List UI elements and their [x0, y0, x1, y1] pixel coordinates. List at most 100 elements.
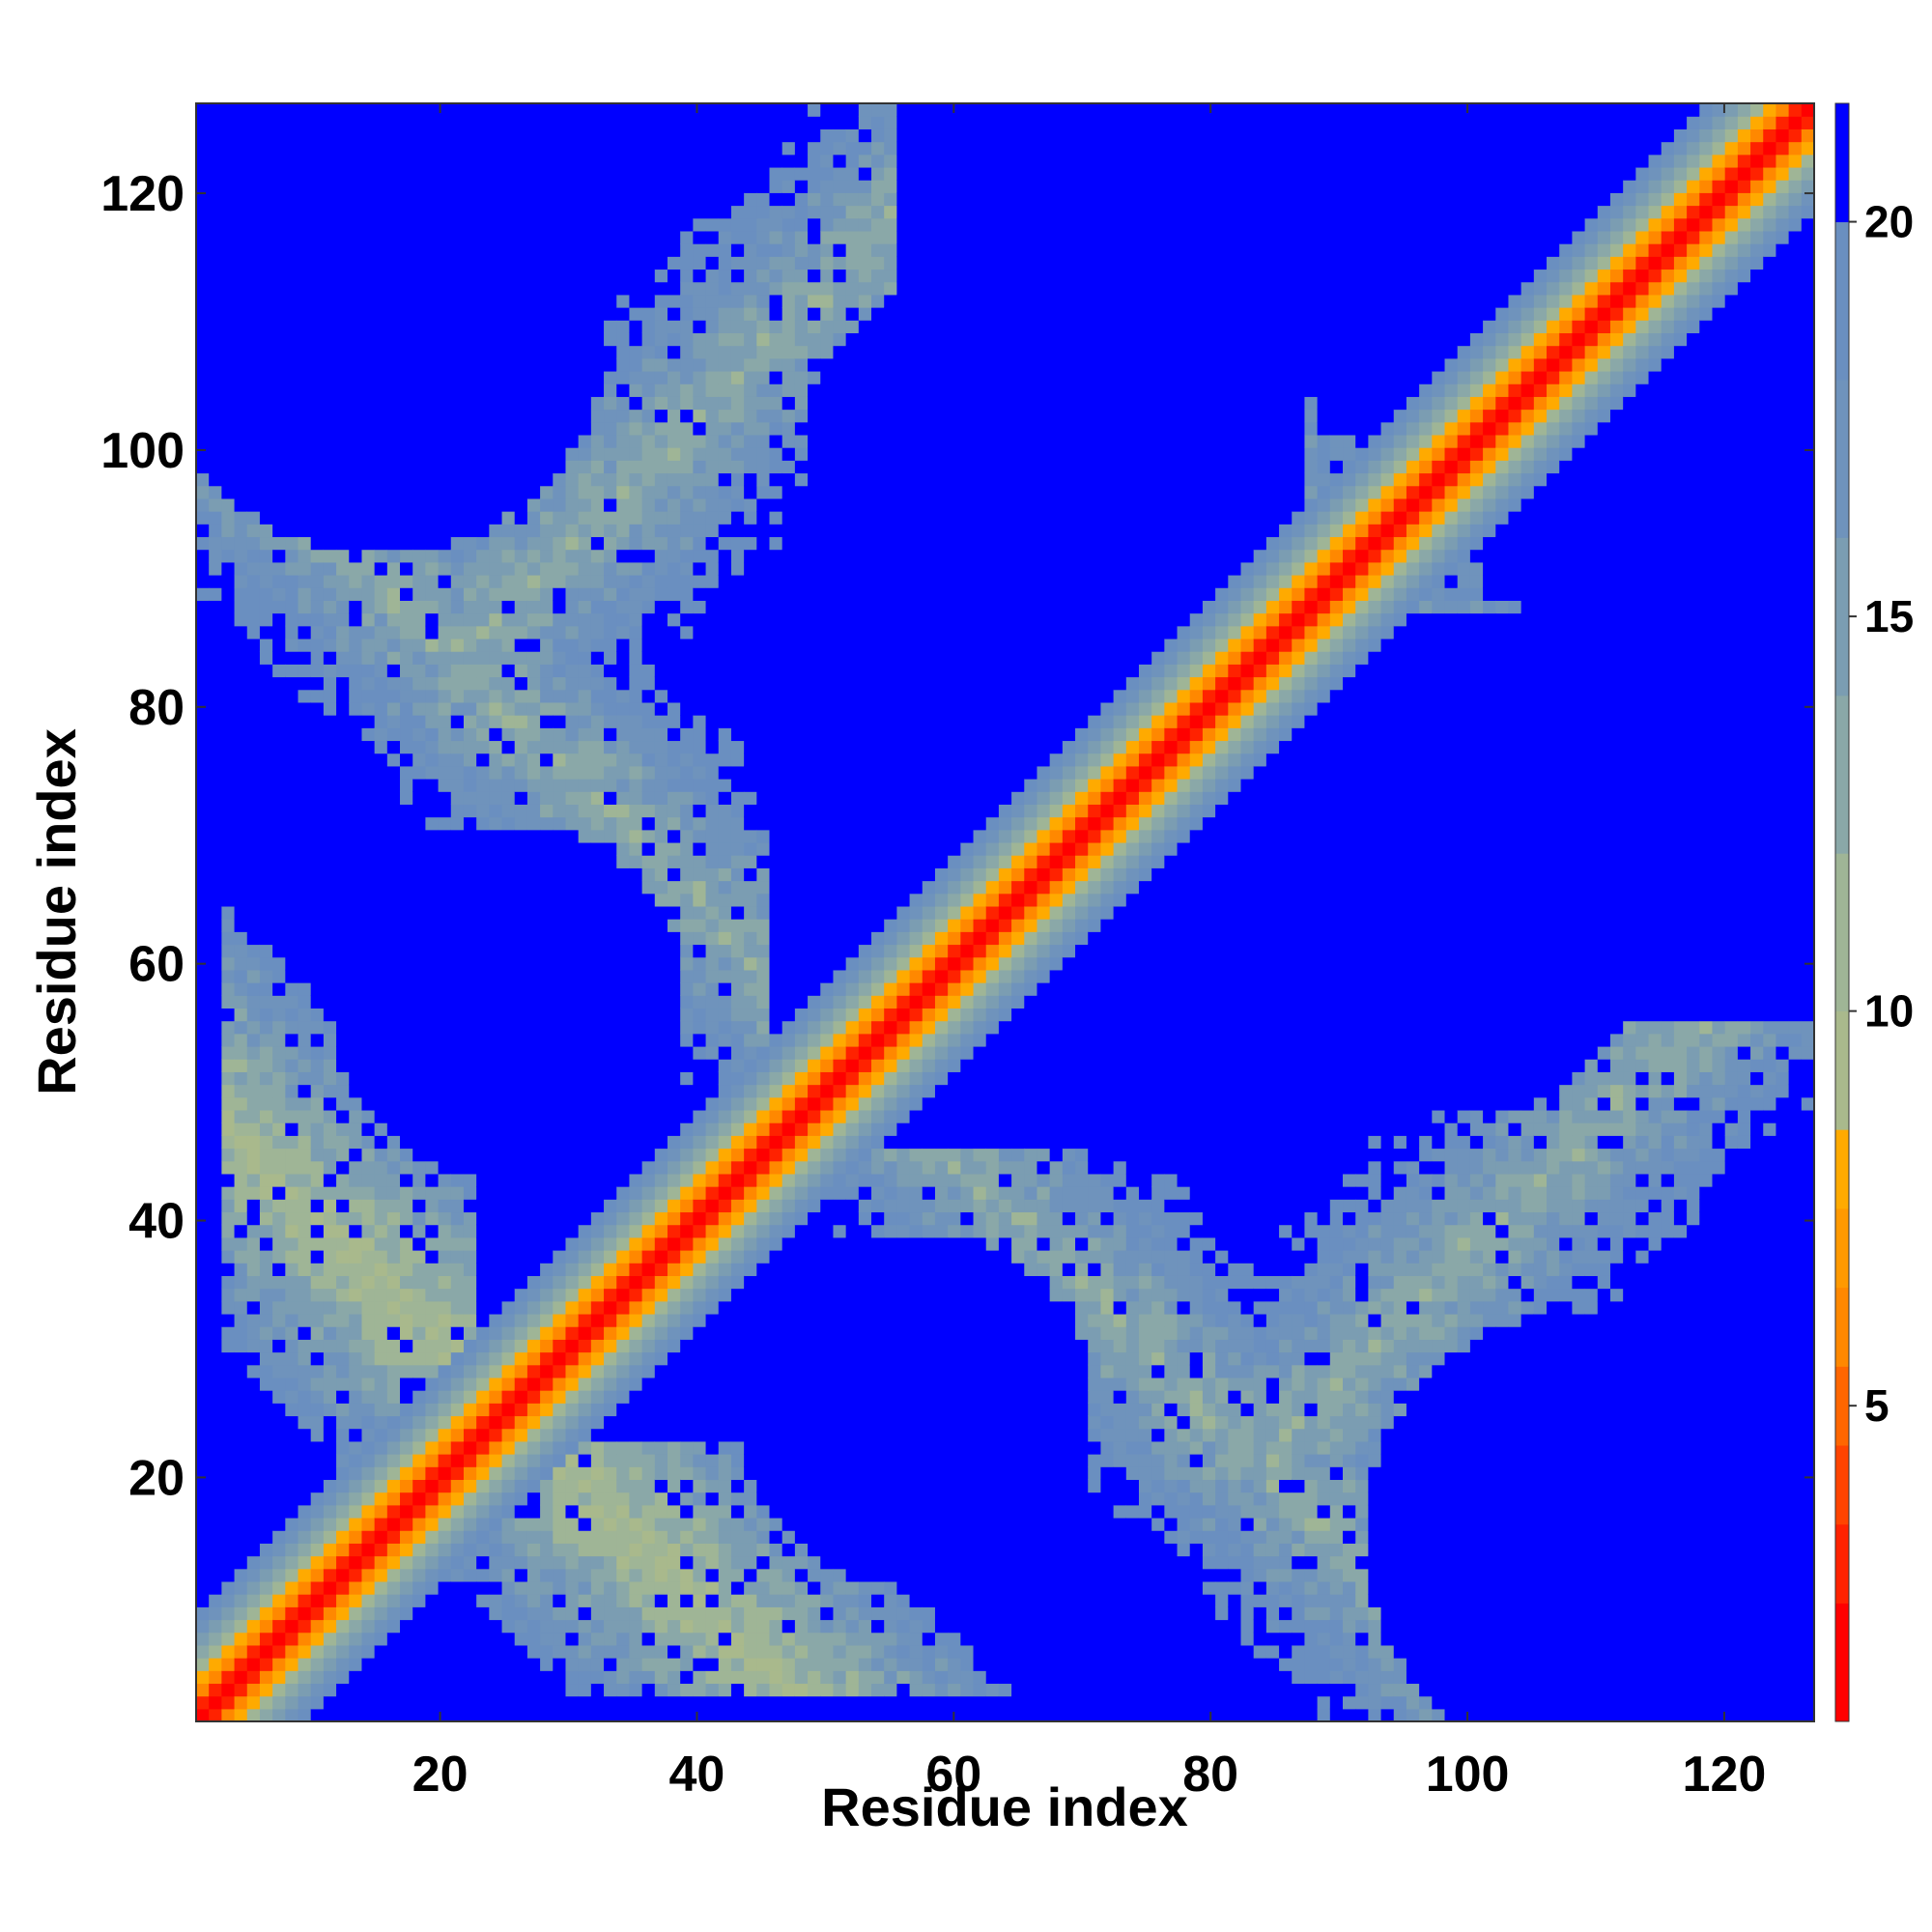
heatmap-cell	[501, 409, 516, 423]
heatmap-cell	[374, 1479, 388, 1493]
heatmap-cell	[361, 192, 376, 207]
heatmap-cell	[463, 1479, 477, 1493]
heatmap-cell	[590, 357, 605, 372]
heatmap-cell	[361, 103, 376, 117]
heatmap-cell	[221, 1033, 236, 1047]
heatmap-cell	[298, 485, 312, 499]
heatmap-cell	[501, 320, 516, 333]
heatmap-cell	[209, 1479, 222, 1493]
heatmap-cell	[438, 1020, 452, 1035]
heatmap-cell	[336, 1109, 350, 1123]
heatmap-cell	[565, 893, 580, 907]
heatmap-cell	[285, 1606, 299, 1621]
heatmap-cell	[526, 1619, 541, 1634]
heatmap-cell	[349, 561, 363, 576]
heatmap-cell	[641, 841, 656, 856]
heatmap-cell	[514, 332, 528, 347]
heatmap-cell	[540, 612, 554, 627]
heatmap-cell	[438, 944, 452, 958]
heatmap-cell	[629, 205, 643, 219]
heatmap-cell	[374, 307, 388, 321]
heatmap-cell	[386, 1071, 401, 1086]
heatmap-cell	[323, 256, 337, 270]
heatmap-cell	[246, 1059, 261, 1072]
heatmap-cell	[272, 587, 286, 601]
heatmap-cell	[476, 880, 490, 895]
heatmap-cell	[604, 1263, 617, 1276]
heatmap-cell	[209, 103, 222, 117]
heatmap-cell	[246, 880, 261, 895]
heatmap-cell	[221, 1224, 236, 1238]
heatmap-cell	[412, 944, 426, 958]
heatmap-cell	[246, 1580, 261, 1595]
heatmap-cell	[450, 676, 465, 691]
heatmap-cell	[272, 1033, 286, 1047]
heatmap-cell	[400, 1084, 413, 1098]
heatmap-cell	[514, 1632, 528, 1646]
heatmap-cell	[246, 625, 261, 639]
heatmap-cell	[565, 1045, 580, 1060]
heatmap-cell	[641, 1033, 656, 1047]
heatmap-cell	[285, 753, 299, 767]
heatmap-cell	[246, 345, 261, 359]
heatmap-cell	[323, 1224, 337, 1238]
heatmap-cell	[667, 1594, 681, 1607]
heatmap-cell	[246, 587, 261, 601]
heatmap-cell	[412, 1313, 426, 1327]
heatmap-cell	[641, 357, 656, 372]
heatmap-cell	[578, 307, 592, 321]
heatmap-cell	[196, 409, 210, 423]
heatmap-cell	[285, 116, 299, 129]
heatmap-cell	[489, 1415, 503, 1430]
heatmap-cell	[285, 205, 299, 219]
heatmap-cell	[514, 1683, 528, 1697]
heatmap-cell	[374, 612, 388, 627]
heatmap-cell	[425, 1224, 440, 1238]
heatmap-cell	[259, 485, 273, 499]
heatmap-cell	[629, 549, 643, 563]
heatmap-cell	[553, 1695, 567, 1710]
heatmap-cell	[412, 166, 426, 181]
heatmap-cell	[553, 919, 567, 932]
heatmap-cell	[629, 1543, 643, 1557]
heatmap-cell	[590, 1619, 605, 1634]
heatmap-cell	[489, 944, 503, 958]
heatmap-cell	[349, 779, 363, 792]
heatmap-cell	[272, 867, 286, 882]
heatmap-cell	[438, 396, 452, 411]
heatmap-cell	[514, 357, 528, 372]
heatmap-cell	[298, 1236, 312, 1251]
heatmap-cell	[540, 307, 554, 321]
heatmap-cell	[578, 1479, 592, 1493]
heatmap-cell	[259, 905, 273, 920]
heatmap-cell	[400, 1670, 413, 1685]
heatmap-cell	[209, 1351, 222, 1366]
heatmap-cell	[246, 294, 261, 308]
heatmap-cell	[565, 715, 580, 728]
heatmap-cell	[349, 421, 363, 436]
heatmap-cell	[400, 1619, 413, 1634]
heatmap-cell	[386, 141, 401, 156]
heatmap-cell	[259, 600, 273, 614]
heatmap-cell	[553, 1580, 567, 1595]
heatmap-cell	[285, 1517, 299, 1531]
heatmap-cell	[386, 1606, 401, 1621]
heatmap-cell	[514, 753, 528, 767]
heatmap-cell	[209, 779, 222, 792]
heatmap-cell	[641, 1390, 656, 1404]
heatmap-cell	[553, 1619, 567, 1634]
heatmap-cell	[654, 1313, 668, 1327]
heatmap-cell	[540, 1683, 554, 1697]
heatmap-cell	[641, 269, 656, 283]
heatmap-cell	[259, 1695, 273, 1710]
heatmap-cell	[553, 1160, 567, 1175]
heatmap-cell	[604, 638, 617, 652]
heatmap-cell	[285, 1708, 299, 1722]
heatmap-cell	[386, 791, 401, 805]
heatmap-cell	[578, 956, 592, 971]
heatmap-cell	[361, 931, 376, 946]
heatmap-cell	[680, 1504, 694, 1519]
heatmap-cell	[629, 1594, 643, 1607]
heatmap-cell	[374, 1173, 388, 1187]
heatmap-cell	[412, 549, 426, 563]
